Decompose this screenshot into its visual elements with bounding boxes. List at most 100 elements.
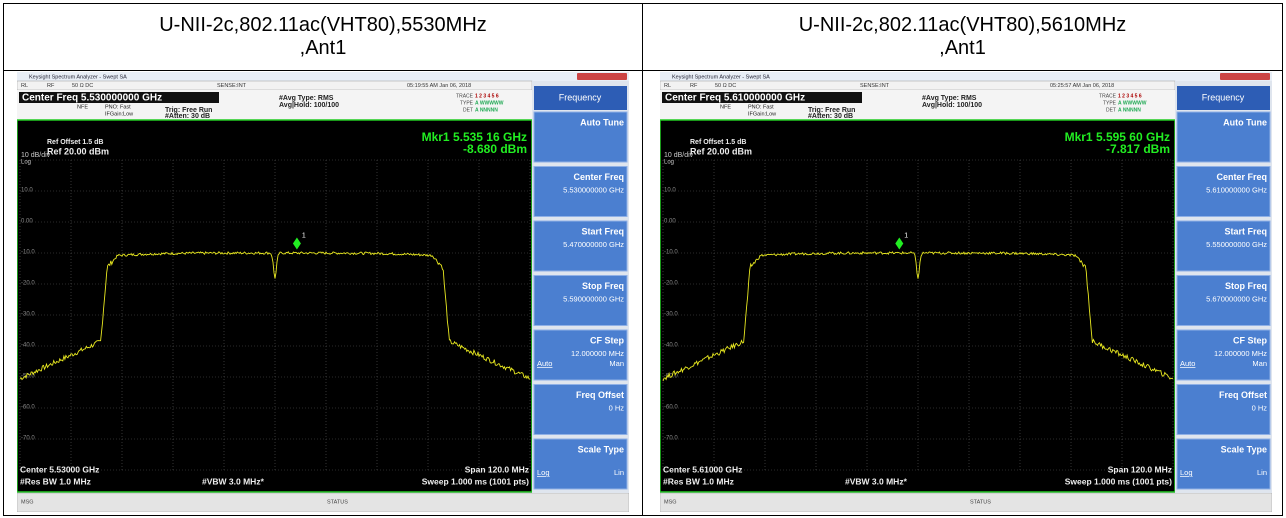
header-line: U-NII-2c,802.11ac(VHT80),5610MHz (798, 14, 1127, 36)
ref-offset: Ref Offset 1.5 dB (47, 139, 103, 146)
ref-offset: Ref Offset 1.5 dB (690, 139, 746, 146)
top-bar-item: SENSE:INT (860, 83, 890, 89)
menu-title: Frequency (559, 92, 602, 102)
softkey-value: 5.550000000 GHz (1206, 240, 1267, 249)
setting: #Avg Type: RMS (279, 95, 334, 102)
marker (895, 237, 904, 250)
rbw: #Res BW 1.0 MHz (663, 476, 734, 486)
softkey[interactable] (1176, 329, 1271, 381)
trace-info-label: DET (1106, 107, 1116, 113)
softkey-value: 5.590000000 GHz (563, 294, 624, 303)
softkey-label: Start Freq (581, 226, 624, 236)
softkey-label: Auto Tune (1223, 117, 1267, 127)
trace-info-value: A WWWWW (475, 100, 504, 106)
marker-id: 1 (904, 232, 908, 239)
image-cell (642, 70, 1283, 516)
setting: #Avg Type: RMS (922, 95, 977, 102)
softkey[interactable] (1176, 220, 1271, 272)
msg: MSG (664, 499, 677, 505)
top-bar-item: SENSE:INT (217, 83, 247, 89)
marker-freq: Mkr1 5.595 60 GHz (1065, 130, 1170, 144)
top-bar-item: 50 Ω DC (72, 83, 93, 89)
softkey-value: 5.530000000 GHz (563, 185, 624, 194)
y-label: -60.0 (664, 405, 678, 411)
softkey-value: 12.000000 MHz (571, 349, 624, 358)
y-label: -20.0 (21, 281, 35, 287)
softkey[interactable] (533, 275, 628, 326)
softkey[interactable] (1176, 438, 1271, 490)
ref-level: Ref 20.00 dBm (47, 146, 109, 156)
setting: PNO: Fast (105, 104, 131, 110)
msg: MSG (21, 499, 34, 505)
softkey-label: Start Freq (1224, 226, 1267, 236)
softkey[interactable] (533, 111, 628, 163)
trace-info-value: 1 2 3 4 5 6 (1118, 93, 1142, 99)
y-label: -70.0 (21, 436, 35, 442)
scale: 10 dB/div (21, 152, 51, 159)
trace-info-label: TYPE (460, 100, 474, 106)
softkey[interactable] (1176, 111, 1271, 163)
marker-id: 1 (302, 232, 306, 239)
top-bar-item: RF (690, 83, 698, 89)
header-cell: U-NII-2c,802.11ac(VHT80),5610MHz ,Ant1 (642, 3, 1283, 71)
y-label: -40.0 (21, 343, 35, 349)
softkey[interactable] (533, 166, 628, 217)
header-line: ,Ant1 (939, 37, 986, 59)
y-label: -30.0 (664, 312, 678, 318)
y-label: 0.00 (664, 219, 676, 225)
softkey-label: Center Freq (1216, 172, 1267, 182)
setting: PNO: Fast (748, 104, 774, 110)
trace-info-value: A NNNNN (1118, 107, 1141, 113)
softkey-value: 5.610000000 GHz (1206, 185, 1267, 194)
softkey-option: Log (537, 468, 550, 477)
log: Log (21, 160, 31, 166)
setting: IFGain:Low (105, 111, 133, 117)
marker (292, 237, 301, 250)
window-buttons (1220, 73, 1270, 80)
y-label: 10.0 (21, 188, 33, 194)
center-freq: Center 5.53000 GHz (20, 464, 99, 474)
softkey[interactable] (533, 384, 628, 435)
top-bar-item: RL (21, 83, 28, 89)
top-bar-item: 05:25:57 AM Jan 06, 2018 (1050, 83, 1114, 89)
setting: NFE (720, 104, 731, 110)
softkey[interactable] (533, 329, 628, 381)
y-label: -40.0 (664, 343, 678, 349)
header-line: ,Ant1 (299, 37, 347, 59)
y-label: -30.0 (21, 312, 35, 318)
setting: IFGain:Low (748, 111, 776, 117)
trace-info-value: A WWWWW (1118, 100, 1147, 106)
sweep: Sweep 1.000 ms (1001 pts) (1065, 476, 1172, 486)
sweep: Sweep 1.000 ms (1001 pts) (422, 476, 529, 486)
ref-level: Ref 20.00 dBm (690, 146, 752, 156)
top-bar-item: 50 Ω DC (715, 83, 736, 89)
softkey[interactable] (1176, 275, 1271, 326)
status-bar (660, 492, 1272, 512)
setting: NFE (77, 104, 88, 110)
center-freq-box (662, 92, 862, 103)
center-freq: Center 5.61000 GHz (663, 464, 742, 474)
rbw: #Res BW 1.0 MHz (20, 476, 91, 486)
softkey[interactable] (533, 220, 628, 272)
softkey-option: Lin (1257, 468, 1267, 477)
softkey-option: Lin (614, 468, 624, 477)
softkey-option: Log (1180, 468, 1193, 477)
title-bar (660, 72, 1272, 81)
softkey-label: Auto Tune (580, 117, 624, 127)
softkey-value: 5.670000000 GHz (1206, 294, 1267, 303)
y-label: -10.0 (664, 250, 678, 256)
marker-freq: Mkr1 5.535 16 GHz (422, 130, 527, 144)
softkey-label: Scale Type (578, 444, 624, 454)
softkey[interactable] (1176, 166, 1271, 217)
vbw: #VBW 3.0 MHz* (845, 476, 908, 486)
softkey-label: Freq Offset (576, 390, 624, 400)
setting: Avg|Hold: 100/100 (922, 102, 982, 109)
softkey-label: Stop Freq (582, 281, 624, 291)
log: Log (664, 160, 674, 166)
softkey[interactable] (1176, 384, 1271, 435)
setting: Avg|Hold: 100/100 (279, 102, 339, 109)
center-freq-label: Center Freq 5.530000000 GHz (22, 93, 162, 104)
span: Span 120.0 MHz (1108, 464, 1172, 474)
softkey[interactable] (533, 438, 628, 490)
